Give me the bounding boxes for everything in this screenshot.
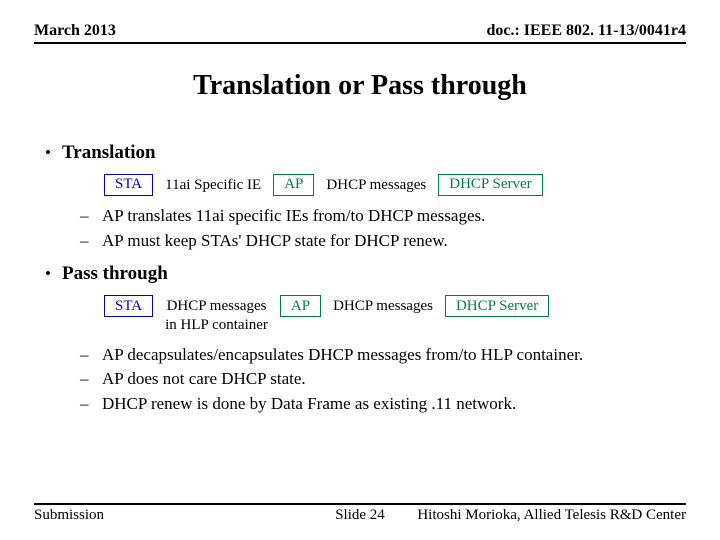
section-heading: Translation: [62, 142, 156, 164]
dash-icon: –: [80, 367, 102, 392]
diagram-translation: STA 11ai Specific IE AP DHCP messages DH…: [104, 174, 686, 196]
sub-list: – AP decapsulates/encapsulates DHCP mess…: [80, 343, 686, 417]
content: • Translation STA 11ai Specific IE AP DH…: [34, 142, 686, 417]
link-line1: DHCP messages: [167, 298, 267, 314]
section-translation: • Translation STA 11ai Specific IE AP DH…: [34, 142, 686, 253]
dash-icon: –: [80, 204, 102, 229]
node-ap: AP: [273, 174, 314, 196]
bullet-icon: •: [34, 143, 62, 163]
bullet-icon: •: [34, 264, 62, 284]
dash-icon: –: [80, 343, 102, 368]
link-label: DHCP messages: [321, 295, 445, 316]
section-heading: Pass through: [62, 263, 168, 285]
dash-icon: –: [80, 392, 102, 417]
list-item: – AP must keep STAs' DHCP state for DHCP…: [80, 229, 686, 254]
node-sta: STA: [104, 174, 153, 196]
footer-left: Submission: [34, 507, 104, 524]
sub-text: AP does not care DHCP state.: [102, 367, 306, 392]
header: March 2013 doc.: IEEE 802. 11-13/0041r4: [34, 22, 686, 44]
node-ap: AP: [280, 295, 321, 317]
footer: Submission Slide 24 Hitoshi Morioka, All…: [34, 503, 686, 524]
slide: March 2013 doc.: IEEE 802. 11-13/0041r4 …: [0, 0, 720, 540]
sub-text: AP decapsulates/encapsulates DHCP messag…: [102, 343, 583, 368]
sub-text: DHCP renew is done by Data Frame as exis…: [102, 392, 516, 417]
node-dhcp-server: DHCP Server: [438, 174, 542, 196]
link-label: DHCP messages: [314, 174, 438, 195]
link-label: 11ai Specific IE: [153, 174, 273, 195]
header-date: March 2013: [34, 22, 116, 40]
link-label: DHCP messages in HLP container: [153, 295, 280, 335]
section-passthrough: • Pass through STA DHCP messages in HLP …: [34, 263, 686, 416]
list-item: – AP does not care DHCP state.: [80, 367, 686, 392]
diagram-passthrough: STA DHCP messages in HLP container AP DH…: [104, 295, 686, 335]
node-sta: STA: [104, 295, 153, 317]
header-docnum: doc.: IEEE 802. 11-13/0041r4: [486, 22, 686, 40]
list-item: – AP decapsulates/encapsulates DHCP mess…: [80, 343, 686, 368]
sub-text: AP must keep STAs' DHCP state for DHCP r…: [102, 229, 448, 254]
footer-slide-number: Slide 24: [335, 507, 385, 524]
footer-author: Hitoshi Morioka, Allied Telesis R&D Cent…: [417, 507, 686, 524]
list-item: – DHCP renew is done by Data Frame as ex…: [80, 392, 686, 417]
node-dhcp-server: DHCP Server: [445, 295, 549, 317]
dash-icon: –: [80, 229, 102, 254]
slide-title: Translation or Pass through: [34, 70, 686, 102]
sub-text: AP translates 11ai specific IEs from/to …: [102, 204, 485, 229]
list-item: – AP translates 11ai specific IEs from/t…: [80, 204, 686, 229]
link-line2: in HLP container: [165, 317, 268, 333]
sub-list: – AP translates 11ai specific IEs from/t…: [80, 204, 686, 253]
